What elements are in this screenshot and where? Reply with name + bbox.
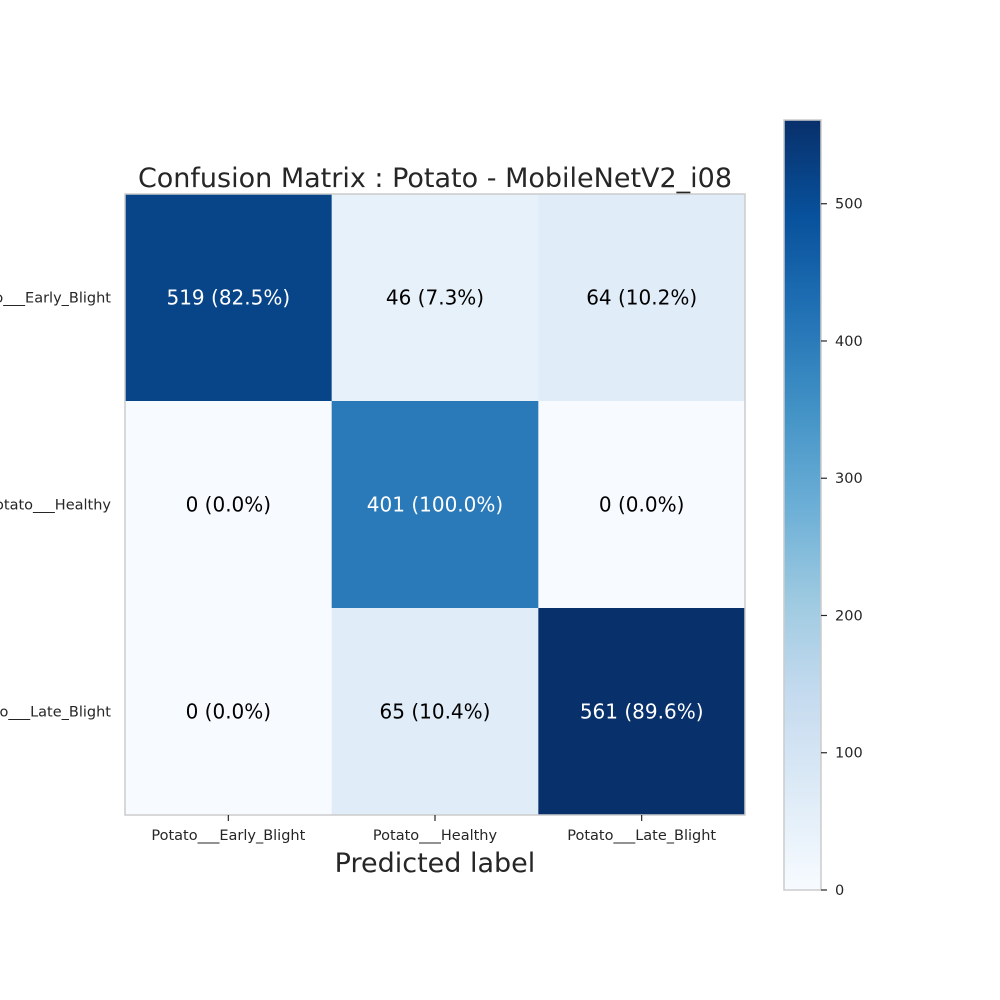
chart-title: Confusion Matrix : Potato - MobileNetV2_… — [138, 163, 732, 194]
y-axis-ticks: Potato___Early_Blight Potato___Healthy Pot… — [0, 291, 111, 721]
colorbar-tick-label: 100 — [835, 746, 863, 762]
y-tick-label: Potato___Healthy — [0, 498, 111, 514]
cell-value-label: 0 (0.0%) — [186, 700, 272, 724]
heatmap-cell — [538, 194, 746, 402]
cell-value-label: 561 (89.6%) — [580, 700, 704, 724]
cell-value-label: 64 (10.2%) — [586, 286, 697, 310]
heatmap-cell — [331, 194, 539, 402]
colorbar — [783, 119, 822, 891]
x-tick-label: Potato___Late_Blight — [567, 828, 716, 844]
cell-value-label: 0 (0.0%) — [599, 493, 685, 517]
cell-value-label: 519 (82.5%) — [166, 286, 290, 310]
x-axis-ticks: Potato___Early_Blight Potato___Healthy Pot… — [151, 815, 716, 844]
heatmap-cell — [125, 194, 333, 402]
heatmap-cells: 519 (82.5%) 46 (7.3%) 64 (10.2%) 0 (0.0%) 40… — [125, 194, 746, 816]
colorbar-tick-label: 500 — [835, 197, 863, 213]
y-tick-label: Potato___Late_Blight — [0, 705, 111, 721]
colorbar-tick-label: 400 — [835, 334, 863, 350]
y-tick-label: Potato___Early_Blight — [0, 291, 111, 307]
heatmap-cell — [125, 401, 333, 609]
heatmap-cell — [331, 608, 539, 816]
heatmap-cell — [538, 401, 746, 609]
cell-value-label: 0 (0.0%) — [186, 493, 272, 517]
heatmap-cell — [538, 608, 746, 816]
colorbar-tick-label: 200 — [835, 608, 863, 624]
colorbar-ticks: 0 100 200 300 400 500 — [821, 197, 863, 899]
cell-value-label: 46 (7.3%) — [386, 286, 484, 310]
cell-value-label: 65 (10.4%) — [380, 700, 491, 724]
cell-value-label: 401 (100.0%) — [367, 493, 503, 517]
x-tick-label: Potato___Healthy — [373, 828, 498, 844]
colorbar-tick-label: 0 — [835, 883, 844, 899]
heatmap-cell — [331, 401, 539, 609]
colorbar-tick-label: 300 — [835, 471, 863, 487]
x-tick-label: Potato___Early_Blight — [151, 828, 305, 844]
x-axis-label: Predicted label — [335, 848, 536, 879]
heatmap-cell — [125, 608, 333, 816]
